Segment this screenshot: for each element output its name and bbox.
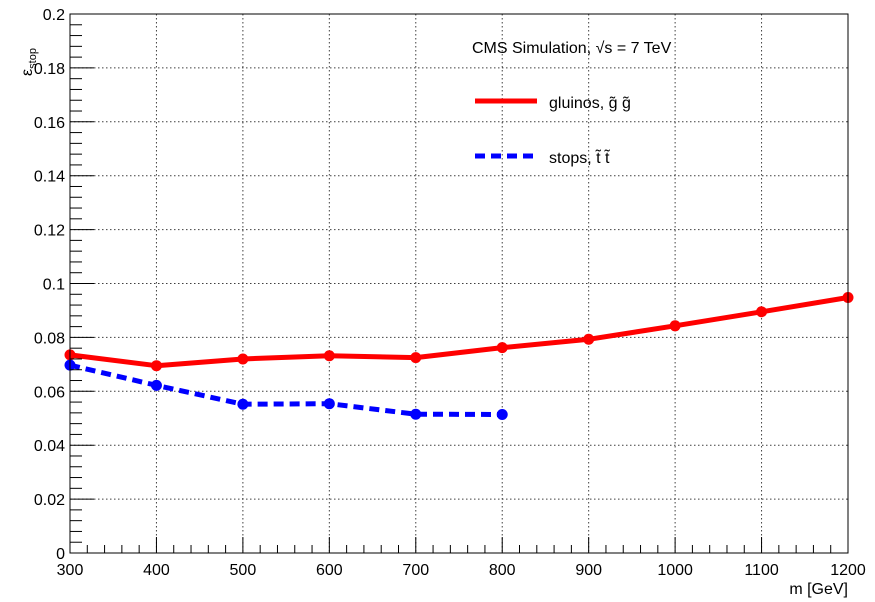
series-layer [64, 292, 854, 420]
series-1-point-2 [237, 398, 249, 410]
y-tick-label-0: 0 [56, 546, 65, 563]
x-tick-label-4: 700 [402, 562, 429, 579]
legend: CMS Simulation, √s = 7 TeV gluinos, g̃ g… [472, 40, 672, 167]
ticks: 300 400 500 600 700 800 900 1000 1100 1200 0 0.02 0.… [34, 7, 866, 579]
series-1-point-4 [410, 408, 422, 420]
series-0-point-5 [496, 342, 508, 354]
series-0-point-2 [237, 353, 249, 365]
series-0-point-8 [756, 306, 768, 318]
y-tick-label-2: 0.04 [34, 438, 65, 455]
y-tick-label-5: 0.1 [43, 277, 65, 294]
svg-text:εstop: εstop [19, 48, 39, 76]
x-tick-label-2: 500 [230, 562, 257, 579]
series-line-0 [69, 295, 849, 369]
series-0-point-1 [150, 360, 162, 372]
y-tick-label-6: 0.12 [34, 223, 65, 240]
legend-label-stops: stops, t̃ t̃ [549, 148, 610, 167]
grid [69, 13, 849, 554]
series-0-point-6 [583, 333, 595, 345]
y-tick-label-3: 0.06 [34, 384, 65, 401]
x-tick-label-8: 1100 [744, 562, 779, 579]
x-tick-label-5: 800 [489, 562, 516, 579]
y-tick-label-9: 0.18 [34, 61, 65, 78]
legend-label-gluinos: gluinos, g̃ g̃ [549, 95, 631, 112]
y-tick-label-10: 0.2 [43, 7, 65, 24]
x-tick-label-0: 300 [57, 562, 84, 579]
series-0 [64, 292, 854, 372]
x-tick-label-7: 1000 [657, 562, 693, 579]
y-tick-label-7: 0.14 [34, 169, 65, 186]
series-1-point-1 [150, 379, 162, 391]
y-axis-title: εstop [19, 48, 39, 76]
x-tick-label-6: 900 [575, 562, 602, 579]
y-tick-label-8: 0.16 [34, 115, 65, 132]
series-line-1 [69, 362, 503, 417]
x-tick-label-9: 1200 [830, 562, 866, 579]
x-axis-title: m [GeV] [789, 581, 848, 598]
series-0-point-7 [669, 320, 681, 332]
y-tick-label-4: 0.08 [34, 330, 65, 347]
y-axis-title-main: ε [19, 69, 36, 76]
series-0-point-4 [410, 352, 422, 364]
series-1-point-5 [496, 408, 508, 420]
x-tick-label-1: 400 [143, 562, 170, 579]
series-1 [64, 359, 508, 420]
series-0-point-3 [323, 350, 335, 362]
y-tick-label-1: 0.02 [34, 492, 65, 509]
legend-header: CMS Simulation, √s = 7 TeV [472, 40, 672, 57]
series-1-point-3 [323, 398, 335, 410]
x-tick-label-3: 600 [316, 562, 343, 579]
y-axis-title-sub: stop [27, 48, 39, 69]
